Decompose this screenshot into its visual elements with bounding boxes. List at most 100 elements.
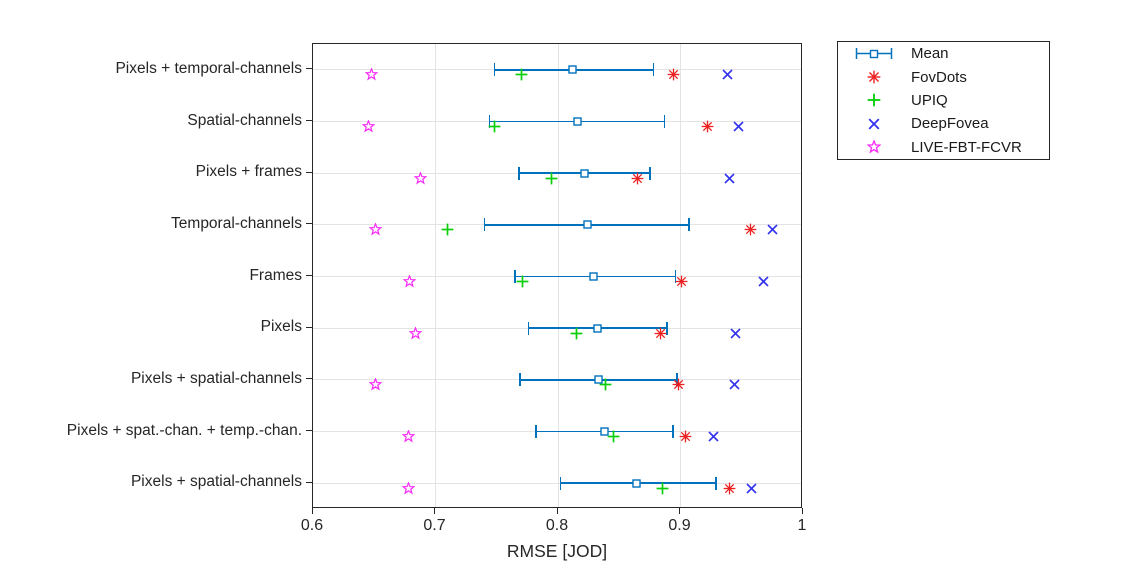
v-gridline: [680, 44, 681, 507]
upiq-marker: [570, 327, 583, 345]
plus-legend-icon: [852, 93, 896, 107]
mean-marker: [581, 218, 594, 236]
mean-marker: [566, 63, 579, 81]
y-axis-tick: [306, 275, 312, 276]
deepfovea-marker: [745, 482, 758, 500]
live-fbt-fcvr-marker: [364, 67, 379, 86]
deepfovea-marker: [757, 275, 770, 293]
fovdots-marker: [701, 120, 714, 138]
y-axis-tick: [306, 378, 312, 380]
errorbar-cap-right: [688, 218, 690, 232]
errorbar-cap-left: [488, 115, 491, 128]
mean-marker: [571, 115, 584, 133]
fovdots-marker: [675, 275, 688, 293]
fovdots-marker: [679, 430, 692, 448]
upiq-marker: [607, 430, 620, 448]
deepfovea-marker: [721, 68, 734, 86]
x-tick-label: 0.8: [545, 517, 569, 534]
y-axis-tick: [306, 68, 312, 70]
errorbar-cap-right: [652, 63, 655, 77]
h-gridline: [313, 482, 801, 484]
mean-marker: [598, 425, 611, 443]
fovdots-marker: [744, 223, 757, 241]
fovdots-marker: [631, 172, 644, 190]
errorbar-cap-left: [518, 166, 520, 180]
category-label: Pixels + temporal-channels: [115, 59, 302, 77]
errorbar-cap-left: [493, 63, 496, 77]
deepfovea-marker: [728, 378, 741, 396]
legend-label: FovDots: [911, 68, 967, 86]
live-fbt-fcvr-marker: [402, 274, 417, 293]
deepfovea-marker: [729, 327, 742, 345]
deepfovea-marker: [723, 172, 736, 190]
errorbar-cap-left: [527, 321, 530, 335]
mean-marker: [591, 322, 604, 340]
errorbar-cap-right: [715, 476, 717, 490]
live-fbt-fcvr-marker: [368, 377, 383, 396]
live-fbt-fcvr-marker: [401, 429, 416, 448]
x-tick-label: 1: [797, 517, 807, 534]
y-axis-tick: [306, 481, 312, 483]
upiq-marker: [545, 172, 558, 190]
upiq-marker: [488, 120, 501, 138]
category-label: Temporal-channels: [171, 214, 302, 232]
x-axis-tick: [311, 508, 313, 514]
live-fbt-fcvr-marker: [361, 119, 376, 138]
x-tick-label: 0.9: [668, 517, 691, 534]
category-label: Pixels + frames: [195, 163, 302, 181]
errorbar-legend-icon: [852, 46, 896, 61]
upiq-marker: [516, 275, 529, 293]
y-axis-tick: [306, 430, 312, 431]
x-axis-tick: [434, 508, 435, 514]
errorbar-cap-left: [535, 425, 537, 438]
legend-label: LIVE-FBT-FCVR: [911, 138, 1022, 156]
live-fbt-fcvr-marker: [408, 325, 423, 345]
deepfovea-marker: [732, 120, 745, 138]
errorbar-cap-right: [674, 270, 677, 283]
errorbar-cap-left: [559, 476, 562, 490]
legend-item-deepfovea: DeepFovea: [838, 112, 1049, 135]
y-axis-tick: [306, 120, 312, 121]
errorbar-cap-right: [649, 166, 651, 180]
upiq-marker: [515, 68, 528, 86]
x-tick-label: 0.7: [423, 517, 446, 534]
category-label: Pixels + spat.-chan. + temp.-chan.: [66, 421, 302, 439]
x-axis-title: RMSE [JOD]: [506, 541, 608, 561]
deepfovea-marker: [766, 223, 779, 241]
x-tick-label: 0.6: [300, 517, 324, 534]
fovdots-marker: [723, 482, 736, 500]
legend-item-mean: Mean: [838, 42, 1049, 65]
y-axis-tick: [306, 223, 312, 225]
legend-item-upiq: UPIQ: [838, 89, 1049, 112]
errorbar-cap-right: [663, 115, 666, 128]
category-label: Frames: [249, 266, 302, 284]
y-axis-tick: [306, 326, 312, 328]
mean-marker: [630, 477, 643, 495]
errorbar-cap-right: [672, 425, 674, 438]
mean-marker: [587, 270, 600, 288]
upiq-marker: [441, 223, 454, 241]
star-legend-icon: [852, 140, 896, 154]
errorbar-cap-left: [519, 373, 521, 387]
legend-label: DeepFovea: [911, 115, 989, 133]
x-axis-tick: [679, 508, 680, 514]
fovdots-marker: [672, 378, 685, 396]
upiq-marker: [599, 378, 612, 396]
live-fbt-fcvr-marker: [413, 170, 428, 190]
plot-area: [312, 43, 802, 508]
x-axis-tick: [556, 508, 558, 514]
fovdots-marker: [654, 327, 667, 345]
live-fbt-fcvr-marker: [401, 480, 416, 500]
errorbar-cap-right: [676, 373, 678, 387]
category-label: Pixels + spatial-channels: [130, 369, 302, 387]
x-legend-icon: [852, 117, 896, 131]
deepfovea-marker: [707, 430, 720, 448]
errorbar-cap-left: [514, 270, 516, 283]
legend: Mean FovDots UPIQ DeepFovea LIVE-FBT-FCVR: [837, 41, 1050, 160]
asterisk-legend-icon: [852, 70, 896, 84]
v-gridline: [557, 44, 559, 507]
category-label: Pixels + spatial-channels: [130, 473, 302, 491]
mean-marker: [578, 167, 591, 185]
legend-item-live-fbt-fcvr: LIVE-FBT-FCVR: [838, 136, 1049, 159]
v-gridline: [435, 44, 436, 507]
